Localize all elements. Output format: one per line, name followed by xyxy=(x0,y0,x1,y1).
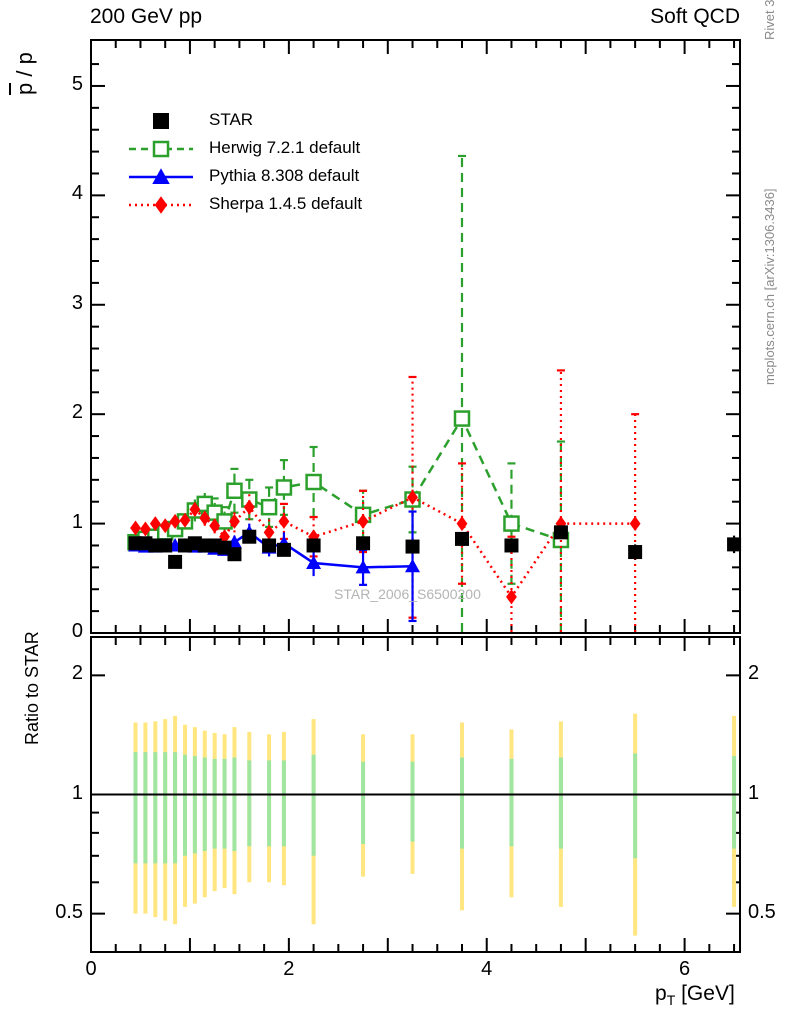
data-point-marker xyxy=(169,513,181,529)
data-point-marker xyxy=(179,512,191,528)
data-point-marker xyxy=(159,518,171,534)
legend-item-label: Herwig 7.2.1 default xyxy=(209,138,361,157)
ratio-ytick-label-right: 2 xyxy=(748,662,760,685)
main-ytick-label: 1 xyxy=(71,510,83,533)
main-ytick-label: 4 xyxy=(71,182,83,205)
data-point-marker xyxy=(262,538,277,553)
main-ytick-label: 2 xyxy=(71,401,83,424)
series-herwig xyxy=(127,154,570,632)
x-axis-title-unit: [GeV] xyxy=(681,982,735,1005)
data-point-marker xyxy=(227,547,242,562)
xtick-label: 0 xyxy=(85,958,97,980)
data-point-marker xyxy=(278,513,290,529)
data-point-marker xyxy=(168,554,183,569)
x-axis-title-base: p xyxy=(655,982,667,1005)
data-point-marker xyxy=(356,536,371,551)
series-star xyxy=(128,525,742,569)
data-point-marker xyxy=(152,168,170,184)
x-axis-title-sub: T xyxy=(666,992,676,1009)
data-point-marker xyxy=(456,516,468,532)
data-point-marker xyxy=(260,498,278,516)
xtick-label: 6 xyxy=(679,958,691,980)
legend-item-label: Pythia 8.308 default xyxy=(209,166,360,185)
ratio-ytick-label-right: 0.5 xyxy=(748,900,776,923)
data-point-marker xyxy=(727,537,742,552)
main-panel-frame xyxy=(90,39,741,634)
data-point-marker xyxy=(154,196,168,214)
ratio-ytick-label-right: 1 xyxy=(748,781,760,804)
main-ytick-label: 5 xyxy=(71,72,83,95)
data-point-marker xyxy=(454,531,469,546)
legend-swatch-square-open xyxy=(129,140,193,158)
legend-swatch-square-filled xyxy=(153,113,169,129)
data-point-marker xyxy=(355,559,371,574)
legend-swatch-diamond-filled xyxy=(129,196,193,214)
data-point-marker xyxy=(275,479,293,496)
series-sherpa xyxy=(130,369,641,632)
data-point-marker xyxy=(306,555,322,569)
xtick-label: 4 xyxy=(481,958,493,980)
legend-item-label: Sherpa 1.4.5 default xyxy=(209,194,363,213)
data-point-marker xyxy=(506,589,517,605)
data-point-marker xyxy=(504,538,519,553)
data-point-marker xyxy=(405,558,421,573)
legend-item-label: STAR xyxy=(209,110,254,129)
data-point-marker xyxy=(158,538,173,553)
xtick-label: 2 xyxy=(283,958,295,980)
data-point-marker xyxy=(149,516,161,532)
data-point-marker xyxy=(263,524,275,540)
ratio-ytick-label: 2 xyxy=(71,662,83,685)
data-point-marker xyxy=(130,520,141,536)
ratio-ytick-label: 1 xyxy=(71,781,83,804)
data-point-marker xyxy=(503,515,520,532)
data-point-marker xyxy=(153,113,169,129)
data-point-marker xyxy=(453,410,471,427)
data-point-marker xyxy=(226,482,243,500)
data-point-marker xyxy=(189,501,201,517)
main-ytick-label: 3 xyxy=(71,291,83,314)
data-point-marker xyxy=(305,473,322,491)
data-point-marker xyxy=(152,140,170,158)
header-right: Soft QCD xyxy=(650,5,740,28)
data-point-marker xyxy=(242,529,257,544)
data-point-marker xyxy=(229,513,240,529)
ratio-bands xyxy=(91,713,740,936)
series-line xyxy=(135,415,562,544)
data-point-marker xyxy=(306,538,321,553)
x-axis-title: pT [GeV] xyxy=(655,982,735,1008)
ratio-ytick-label: 0.5 xyxy=(55,900,83,923)
data-point-marker xyxy=(553,525,568,540)
data-point-marker xyxy=(199,510,211,526)
data-point-marker xyxy=(243,499,255,515)
data-point-marker xyxy=(357,513,369,529)
data-point-marker xyxy=(219,529,230,545)
data-point-marker xyxy=(628,545,643,560)
main-ytick-label: 0 xyxy=(71,620,83,642)
watermark-label: STAR_2006_S6500200 xyxy=(334,586,481,602)
data-point-marker xyxy=(629,516,641,532)
data-point-marker xyxy=(140,521,151,537)
data-point-marker xyxy=(405,539,420,554)
data-point-marker xyxy=(276,542,291,557)
header-left: 200 GeV pp xyxy=(90,5,203,28)
data-point-marker xyxy=(209,518,221,534)
data-point-marker xyxy=(407,489,418,505)
legend-swatch-triangle-filled xyxy=(129,168,193,184)
